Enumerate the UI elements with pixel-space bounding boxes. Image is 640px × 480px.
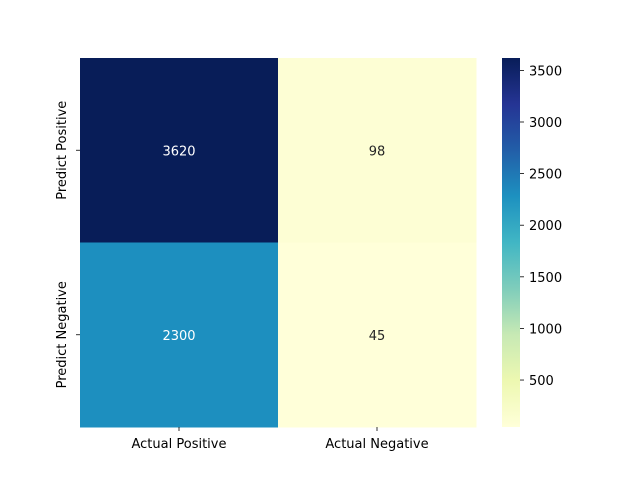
heatmap-cell-value: 2300 [162,329,195,344]
colorbar-tick-label: 500 [529,374,554,389]
x-tick-label: Actual Positive [132,437,227,452]
colorbar-tick-label: 2500 [529,168,562,183]
heatmap-cell [278,58,477,243]
heatmap-cell-labels: 3620 98 2300 45 [162,144,385,344]
y-axis: Predict Positive Predict Negative [55,101,80,388]
heatmap-cell-value: 45 [369,329,386,344]
x-axis: Actual Positive Actual Negative [132,427,429,452]
heatmap-cells [80,58,477,428]
colorbar-tick-label: 3500 [529,64,562,79]
heatmap-cell-value: 3620 [162,144,195,159]
heatmap-cell [80,58,279,243]
colorbar-gradient [502,58,520,427]
colorbar-ticks: 500 1000 1500 2000 2500 3000 3500 [520,64,562,389]
colorbar-tick-label: 2000 [529,219,562,234]
colorbar-tick-label: 3000 [529,116,562,131]
colorbar-tick-label: 1500 [529,271,562,286]
y-tick-label: Predict Positive [55,101,70,200]
y-tick-label: Predict Negative [55,281,70,388]
colorbar-tick-label: 1000 [529,322,562,337]
heatmap-cell [278,242,477,428]
x-tick-label: Actual Negative [325,437,428,452]
heatmap-cell [80,242,279,428]
heatmap-cell-value: 98 [369,144,386,159]
colorbar: 500 1000 1500 2000 2500 3000 3500 [502,58,562,427]
